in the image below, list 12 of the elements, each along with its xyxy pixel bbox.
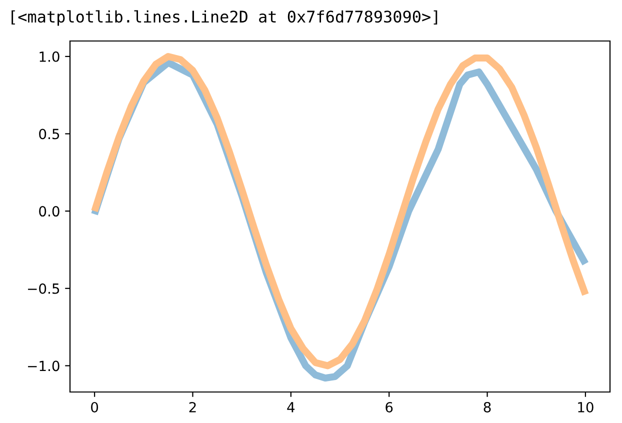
y-tick-label: 0.5	[39, 128, 60, 140]
x-tick-label: 10	[578, 402, 594, 412]
x-tick-label: 0	[91, 402, 98, 412]
x-tick-label: 2	[189, 402, 196, 412]
y-tick-label: 1.0	[40, 51, 60, 62]
y-tick-label: −0.5	[28, 283, 60, 294]
text: [<matplotlib.lines.Line2D at 0x7f6d77893090>]	[12, 10, 438, 26]
y-tick-label: −1.0	[28, 360, 60, 372]
x-tick-label: 6	[386, 402, 393, 412]
x-tick-label: 8	[484, 402, 491, 412]
x-tick-label: 4	[287, 402, 295, 412]
y-tick-label: 0.0	[39, 206, 60, 217]
